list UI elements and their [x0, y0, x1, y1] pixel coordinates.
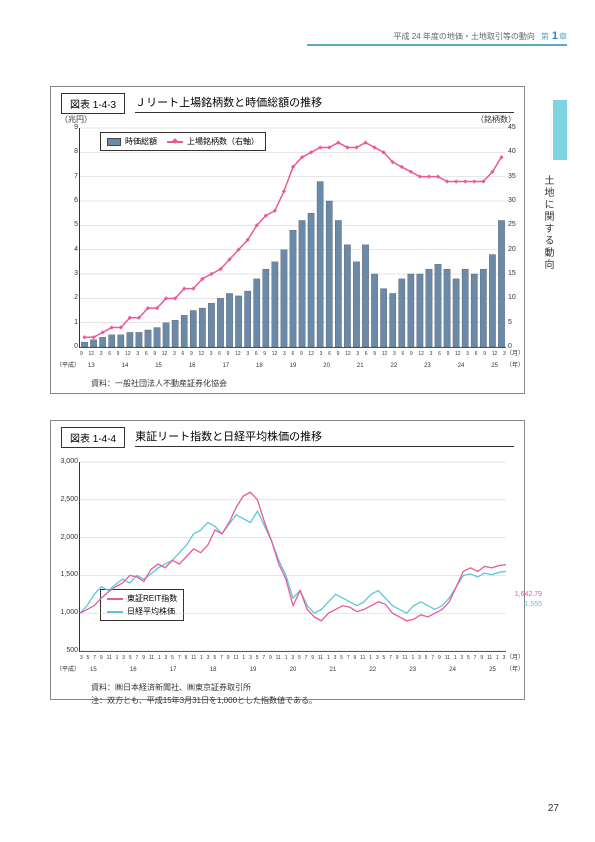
- chart-2-header: 図表 1-4-4 東証リート指数と日経平均株価の推移: [51, 421, 524, 454]
- chapter-suffix: 章: [559, 31, 567, 42]
- chart-2-box: 図表 1-4-4 東証リート指数と日経平均株価の推移 （平成） （月） （年） …: [50, 420, 525, 700]
- page-header: 平成 24 年度の地価・土地取引等の動向 第 1 章: [307, 28, 567, 46]
- chart-2-xunit-top: （月）: [506, 652, 524, 661]
- chart-2-xunit-bottom: （年）: [506, 664, 524, 673]
- side-tab: [553, 100, 567, 160]
- chart-2-svg: [80, 462, 506, 651]
- chart-1-number: 図表 1-4-3: [61, 93, 125, 114]
- chapter-prefix: 第: [541, 31, 549, 42]
- chart-2-title: 東証リート指数と日経平均株価の推移: [135, 428, 514, 447]
- chart-1-svg: [80, 128, 506, 347]
- header-text: 平成 24 年度の地価・土地取引等の動向: [394, 31, 535, 42]
- chart-1-plot: （兆円） （銘柄数） （平成） （月） （年） 時価総額 上場銘柄数（右軸） 0…: [79, 128, 506, 348]
- chart-1-era: （平成）: [56, 360, 80, 369]
- chapter-number: 1: [551, 30, 559, 42]
- chart-2-number: 図表 1-4-4: [61, 427, 125, 448]
- chart-2-note: 注：双方とも、平成15年3月31日を1,000とした指数値である。: [91, 695, 524, 706]
- chart-2-source: 資料：㈱日本経済新聞社、㈱東京証券取引所: [91, 682, 524, 693]
- chart-2-era: （平成）: [56, 664, 80, 673]
- chart-1-title: Ｊリート上場銘柄数と時価総額の推移: [135, 94, 514, 113]
- side-section-label: 土地に関する動向: [543, 175, 555, 271]
- page-number: 27: [548, 803, 559, 814]
- chart-1-xunit-bottom: （年）: [506, 360, 524, 369]
- chart-1-header: 図表 1-4-3 Ｊリート上場銘柄数と時価総額の推移: [51, 87, 524, 120]
- chart-1-box: 図表 1-4-3 Ｊリート上場銘柄数と時価総額の推移 （兆円） （銘柄数） （平…: [50, 86, 525, 394]
- chart-2-plot: （平成） （月） （年） 東証REIT指数 日経平均株価 5001,0001,5…: [79, 462, 506, 652]
- chart-1-source: 資料：一般社団法人不動産証券化協会: [91, 378, 524, 389]
